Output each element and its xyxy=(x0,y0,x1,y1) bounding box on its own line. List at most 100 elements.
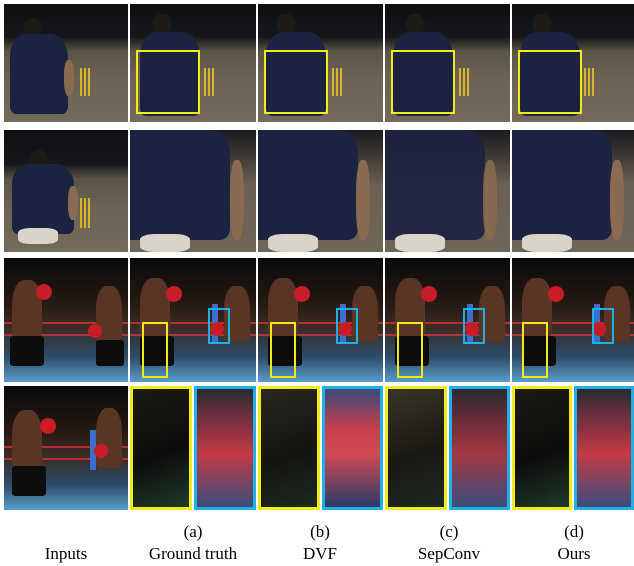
boxer-left xyxy=(395,278,425,338)
stumps xyxy=(80,198,90,228)
ring-rope xyxy=(385,334,510,336)
caption-inputs-name: Inputs xyxy=(44,544,88,563)
player-torso xyxy=(266,32,326,116)
highlight-box-yellow xyxy=(270,322,296,378)
ring-post xyxy=(90,430,96,470)
ring-rope xyxy=(512,334,634,336)
row3-sepconv-frame xyxy=(385,258,510,382)
row4-ours-zoom-blue xyxy=(574,386,634,510)
player-head xyxy=(24,18,42,36)
stumps xyxy=(332,68,342,96)
ring-rope xyxy=(130,322,256,324)
row2-ground-truth-zoom xyxy=(130,130,256,252)
highlight-box-blue xyxy=(592,308,614,344)
row4-ours-zoom-yellow xyxy=(512,386,572,510)
player-head xyxy=(276,14,296,34)
row3-ours-frame xyxy=(512,258,634,382)
row3-input-frame xyxy=(4,258,128,382)
caption-dvf-name: DVF xyxy=(302,544,337,563)
boxing-glove xyxy=(40,418,56,434)
boxer-left-trunks xyxy=(10,336,44,366)
caption-ours-letter: (d) xyxy=(564,522,584,541)
boxer-left-trunks xyxy=(395,336,429,366)
row4-dvf-zoom-blue xyxy=(322,386,383,510)
caption-ours-name: Ours xyxy=(557,544,591,563)
player-shorts-zoom xyxy=(522,234,572,252)
boxer-left xyxy=(12,410,42,470)
ring-rope xyxy=(4,458,128,460)
boxing-glove xyxy=(338,322,352,336)
player-torso-zoom xyxy=(130,130,230,240)
boxer-left-trunks xyxy=(268,336,302,366)
player-head xyxy=(405,14,425,34)
boxing-glove xyxy=(94,444,108,458)
player-shorts-zoom xyxy=(268,234,318,252)
player-torso-zoom xyxy=(512,130,612,240)
boxing-glove xyxy=(36,284,52,300)
row1-dvf-frame xyxy=(258,4,383,122)
boxing-glove xyxy=(421,286,437,302)
player-torso xyxy=(12,164,74,234)
player-head xyxy=(532,14,552,34)
boxer-left-trunks xyxy=(140,336,174,366)
player-shorts xyxy=(18,228,58,244)
boxing-glove xyxy=(166,286,182,302)
caption-sepconv-name: SepConv xyxy=(417,544,481,563)
boxing-glove xyxy=(465,322,479,336)
player-arm-zoom xyxy=(610,160,624,240)
stumps xyxy=(584,68,594,96)
row1-sepconv-frame xyxy=(385,4,510,122)
ring-rope xyxy=(258,322,383,324)
highlight-box-blue xyxy=(463,308,485,344)
player-shorts-zoom xyxy=(395,234,445,252)
boxing-glove xyxy=(548,286,564,302)
caption-sepconv-letter: (c) xyxy=(439,522,459,541)
player-shorts-zoom xyxy=(140,234,190,252)
player-head xyxy=(30,150,48,168)
row3-dvf-frame xyxy=(258,258,383,382)
caption-ground-truth-letter: (a) xyxy=(183,522,203,541)
caption-dvf-letter: (b) xyxy=(310,522,330,541)
player-torso xyxy=(140,32,200,116)
row4-input-frame xyxy=(4,386,128,510)
boxer-right xyxy=(604,286,630,342)
stumps xyxy=(204,68,214,96)
highlight-box-yellow xyxy=(391,50,455,114)
player-arm xyxy=(64,60,74,96)
boxer-left xyxy=(268,278,298,338)
ring-rope xyxy=(385,322,510,324)
row4-sepconv-zoom-yellow xyxy=(385,386,447,510)
ring-rope xyxy=(512,322,634,324)
boxing-glove xyxy=(210,322,224,336)
row2-dvf-zoom xyxy=(258,130,383,252)
player-torso-zoom xyxy=(258,130,358,240)
highlight-box-yellow xyxy=(142,322,168,378)
row4-ground-truth-zoom-blue xyxy=(194,386,256,510)
player-arm-zoom xyxy=(230,160,244,240)
row2-sepconv-zoom xyxy=(385,130,510,252)
highlight-box-yellow xyxy=(522,322,548,378)
row4-sepconv-zoom-blue xyxy=(449,386,510,510)
player-torso xyxy=(393,32,453,116)
ring-rope xyxy=(258,334,383,336)
ring-rope xyxy=(130,334,256,336)
boxing-glove xyxy=(88,324,102,338)
ring-rope xyxy=(4,322,128,324)
boxer-left xyxy=(140,278,170,338)
row1-ground-truth-frame xyxy=(130,4,256,122)
player-torso-zoom xyxy=(385,130,485,240)
stumps xyxy=(459,68,469,96)
player-head xyxy=(152,14,172,34)
row4-dvf-zoom-yellow xyxy=(258,386,320,510)
row3-ground-truth-frame xyxy=(130,258,256,382)
highlight-box-yellow xyxy=(136,50,200,114)
row2-ours-zoom xyxy=(512,130,634,252)
boxing-glove xyxy=(592,322,606,336)
highlight-box-yellow xyxy=(518,50,582,114)
row1-input-frame xyxy=(4,4,128,122)
caption-ground-truth-name: Ground truth xyxy=(148,544,238,563)
player-arm-zoom xyxy=(356,160,370,240)
ring-rope xyxy=(4,334,128,336)
player-torso xyxy=(10,34,68,114)
row4-ground-truth-zoom-yellow xyxy=(130,386,192,510)
